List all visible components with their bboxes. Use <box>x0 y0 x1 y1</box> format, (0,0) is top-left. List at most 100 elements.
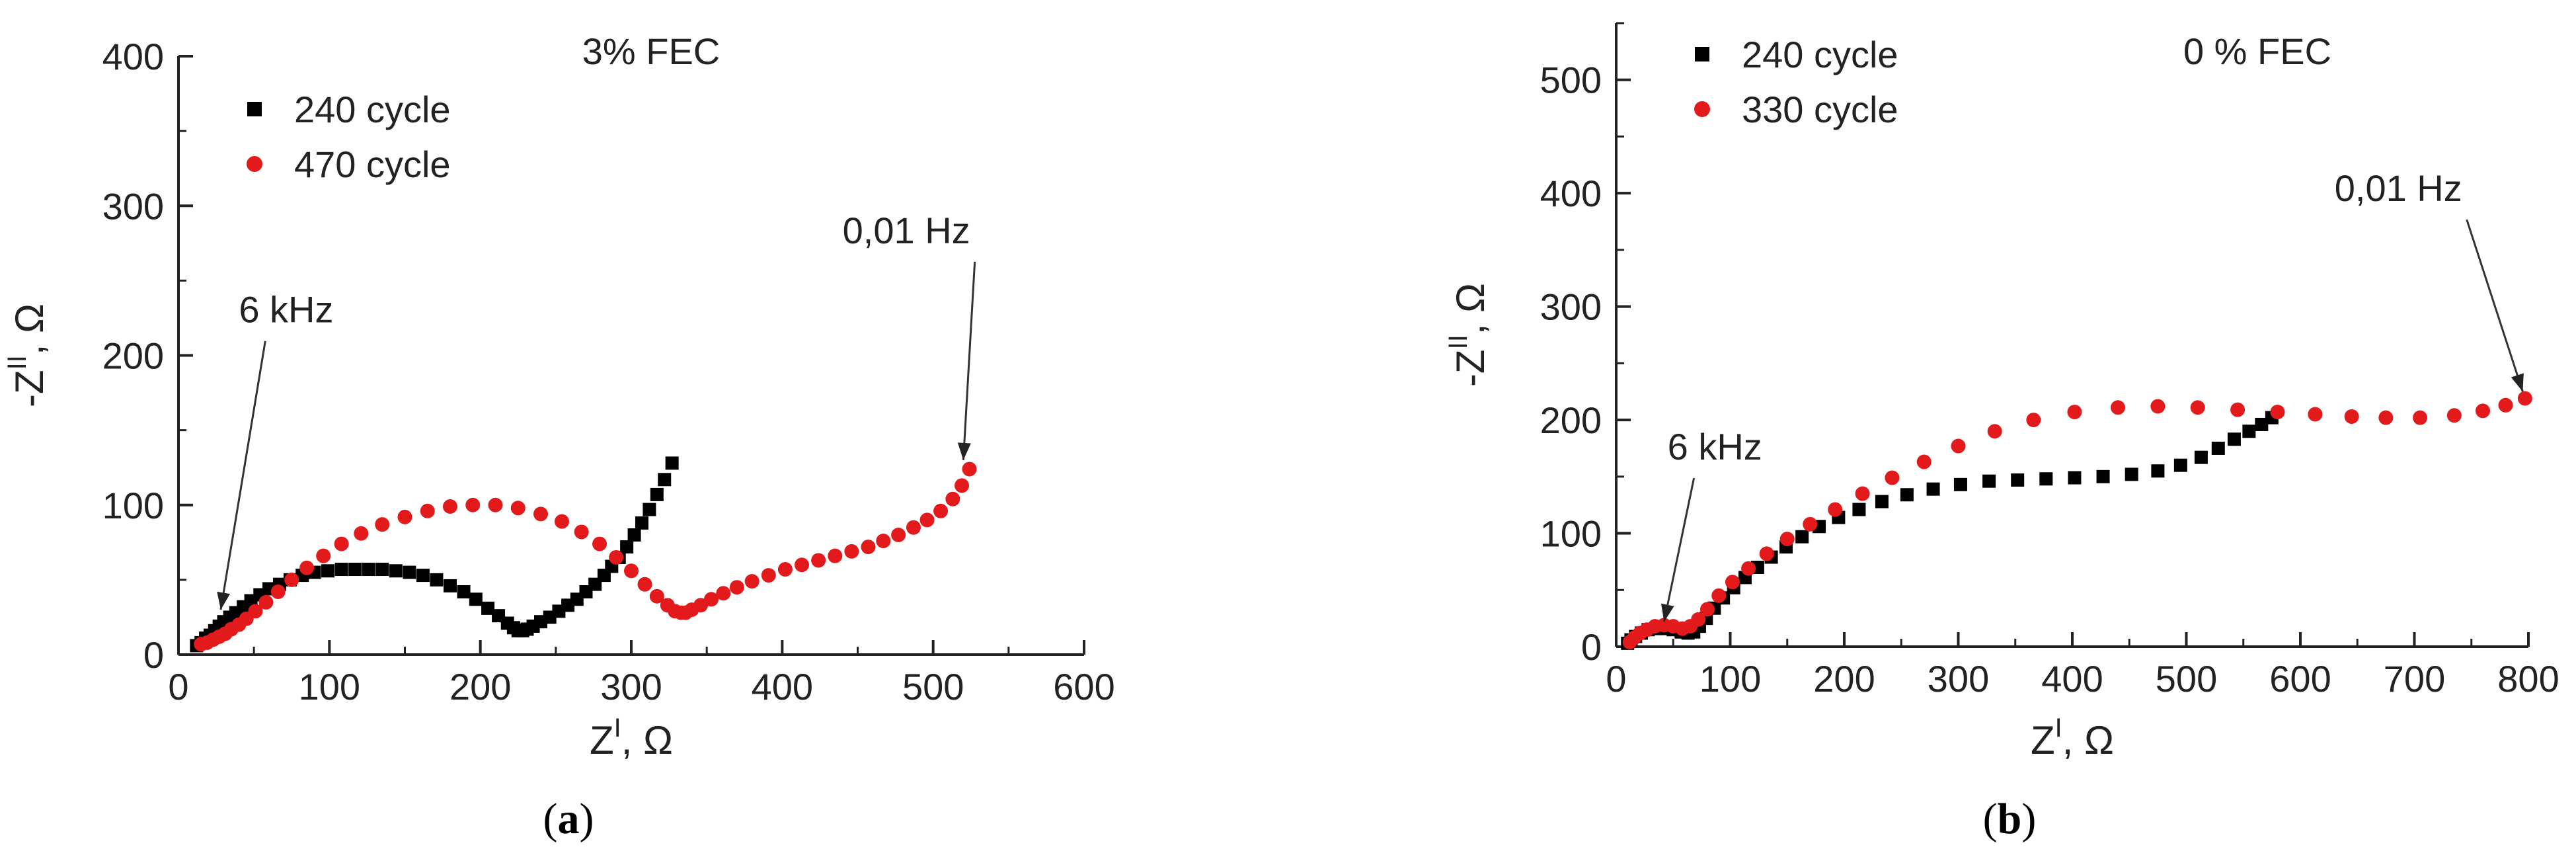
data-point-circle <box>693 598 709 613</box>
data-point-circle <box>1711 588 1727 603</box>
annotation-arrow-head <box>217 591 231 610</box>
data-point-circle <box>777 562 793 577</box>
x-tick-label: 0 <box>168 666 188 708</box>
legend-label: 240 cycle <box>294 89 451 130</box>
data-point-circle <box>533 507 548 522</box>
y-axis-label: -ZII, Ω <box>3 304 52 407</box>
data-point-circle <box>919 512 935 528</box>
data-point-square <box>1795 530 1809 544</box>
x-axis-label-comma: , <box>621 718 643 762</box>
chart-title: 0 % FEC <box>2183 30 2331 72</box>
y-tick-label: 300 <box>1540 286 1602 328</box>
data-point-circle <box>744 574 760 589</box>
data-point-circle <box>795 557 810 573</box>
data-point-square <box>375 563 389 577</box>
data-point-circle <box>637 577 652 592</box>
data-point-square <box>2011 473 2025 487</box>
y-axis-label-sup: II <box>1444 335 1473 349</box>
data-point-circle <box>609 549 624 565</box>
data-point-circle <box>624 563 639 579</box>
data-point-square <box>457 585 471 598</box>
data-point-square <box>635 516 648 530</box>
data-point-circle <box>2344 409 2359 424</box>
data-point-circle <box>1759 546 1774 561</box>
annotation-arrow-line <box>219 341 266 610</box>
y-tick-label: 100 <box>102 485 164 526</box>
data-point-circle <box>811 553 826 568</box>
data-point-circle <box>2378 410 2394 425</box>
data-point-circle <box>2230 402 2245 417</box>
data-point-circle <box>1855 486 1870 501</box>
panel-caption-open: ( <box>543 795 558 843</box>
y-axis-label-comma: , <box>1448 313 1493 335</box>
data-point-circle <box>1700 602 1715 617</box>
data-point-circle <box>2026 413 2041 428</box>
x-tick-label: 100 <box>299 666 360 708</box>
y-axis-label: -ZII, Ω <box>1444 283 1493 387</box>
x-tick-label: 200 <box>1813 658 1875 700</box>
x-axis-label-sup: I <box>614 713 621 743</box>
annotation-arrow-head <box>957 442 971 460</box>
data-point-circle <box>258 594 274 610</box>
panel-b: 0 100 200 300 400 500 600 700 800 0 100 200 300 400 50… <box>1444 22 2559 843</box>
x-axis-label: ZI, Ω <box>2031 713 2114 762</box>
data-point-circle <box>729 580 744 595</box>
data-point-circle <box>2517 391 2532 406</box>
x-tick-label: 300 <box>600 666 662 708</box>
data-point-square <box>348 563 362 577</box>
data-point-square <box>334 563 348 577</box>
data-point-circle <box>2067 405 2082 420</box>
data-point-square <box>2211 441 2225 455</box>
data-point-square <box>1926 482 1940 496</box>
annotation-label: 0,01 Hz <box>2335 167 2462 209</box>
x-tick-label: 800 <box>2497 658 2559 700</box>
x-tick-label: 100 <box>1699 658 1761 700</box>
x-tick-label: 0 <box>1606 658 1626 700</box>
data-point-square <box>1900 488 1914 502</box>
data-point-circle <box>962 462 977 477</box>
data-point-circle <box>649 588 664 604</box>
data-point-circle <box>2150 399 2166 414</box>
data-point-circle <box>933 503 949 518</box>
x-axis-label-unit: Ω <box>643 718 673 762</box>
legend-marker <box>247 156 262 172</box>
panel-caption-close: ) <box>2021 795 2036 843</box>
data-point-circle <box>1741 561 1756 576</box>
data-point-square <box>389 564 403 578</box>
y-axis-label-unit: Ω <box>1448 283 1493 313</box>
data-point-circle <box>2270 405 2285 420</box>
annotation-label: 6 kHz <box>1668 426 1762 467</box>
data-point-square <box>2194 450 2208 464</box>
y-tick-label: 400 <box>1540 173 1602 214</box>
chart-title: 3% FEC <box>582 30 721 72</box>
y-tick-label: 200 <box>102 335 164 377</box>
annotation-label: 0,01 Hz <box>843 210 970 251</box>
data-point-circle <box>334 536 349 551</box>
data-point-circle <box>248 604 263 619</box>
y-tick-label: 100 <box>1540 513 1602 555</box>
data-point-square <box>1953 477 1967 491</box>
series-1 <box>190 456 679 653</box>
x-axis-label-main: Z <box>2031 718 2055 762</box>
data-point-circle <box>554 514 569 529</box>
data-point-square <box>643 503 656 516</box>
data-point-circle <box>1916 454 1932 469</box>
data-point-circle <box>1691 612 1706 627</box>
data-point-square <box>2255 417 2269 431</box>
data-point-circle <box>828 548 843 563</box>
data-point-square <box>1875 495 1889 508</box>
data-point-circle <box>1779 532 1795 547</box>
data-point-circle <box>1803 516 1818 532</box>
data-point-square <box>658 473 672 487</box>
x-tick-label: 200 <box>449 666 511 708</box>
data-point-square <box>665 456 679 470</box>
data-point-circle <box>574 524 589 540</box>
annotation-label: 6 kHz <box>239 289 333 331</box>
data-point-square <box>627 528 641 542</box>
data-point-circle <box>397 509 412 524</box>
x-axis-label: ZI, Ω <box>590 713 673 762</box>
data-point-square <box>2227 432 2241 446</box>
data-point-circle <box>861 540 876 555</box>
data-point-circle <box>891 528 906 542</box>
